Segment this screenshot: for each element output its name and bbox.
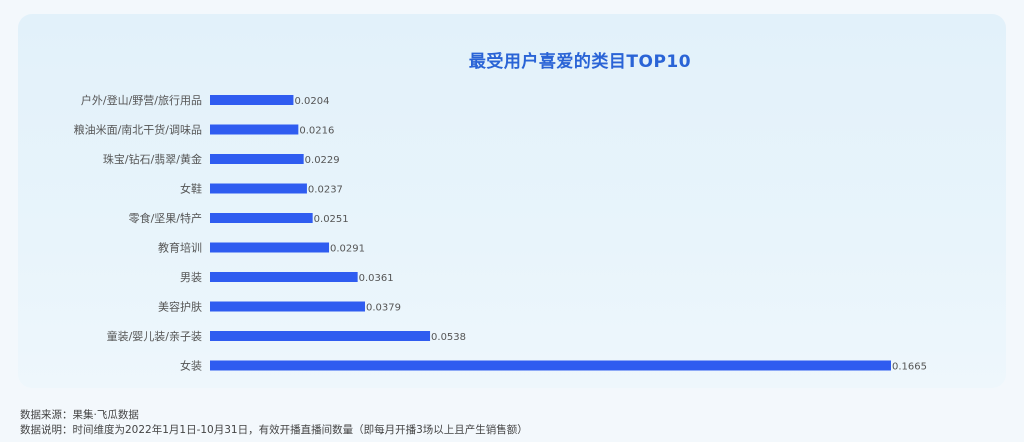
bar — [210, 183, 307, 194]
bar — [210, 272, 358, 282]
value-label: 0.0237 — [308, 185, 343, 196]
bar — [210, 242, 330, 253]
value-label: 0.1665 — [892, 362, 927, 373]
bar — [210, 331, 431, 341]
chart-title: 最受用户喜爱的类目TOP10 — [468, 52, 692, 72]
bar — [210, 154, 304, 164]
value-label: 0.0229 — [305, 155, 340, 166]
value-label: 0.0361 — [359, 273, 394, 284]
value-label: 0.0291 — [330, 244, 365, 255]
data-note: 数据说明：时间维度为2022年1月1日-10月31日，有效开播直播间数量（即每月… — [20, 424, 528, 436]
value-label: 0.0216 — [299, 126, 334, 137]
category-label: 男装 — [180, 271, 202, 284]
category-label: 美容护肤 — [158, 300, 202, 314]
category-label: 粮油米面/南北干货/调味品 — [74, 123, 202, 137]
category-label: 童装/婴儿装/亲子装 — [107, 329, 202, 343]
bar — [210, 95, 294, 105]
chart-card — [18, 14, 1006, 388]
value-label: 0.0204 — [294, 96, 329, 107]
data-source: 数据来源：果集·飞瓜数据 — [20, 409, 139, 421]
category-label: 教育培训 — [158, 241, 202, 255]
category-label: 珠宝/钻石/翡翠/黄金 — [103, 152, 202, 166]
bar — [210, 301, 366, 312]
bar — [210, 124, 299, 135]
value-label: 0.0251 — [314, 214, 349, 225]
bar — [210, 360, 891, 371]
category-label: 零食/坚果/特产 — [129, 211, 202, 225]
category-label: 女鞋 — [180, 182, 202, 196]
value-label: 0.0538 — [431, 332, 466, 343]
category-label: 女装 — [180, 359, 202, 373]
value-label: 0.0379 — [366, 303, 401, 314]
bar — [210, 213, 313, 223]
category-label: 户外/登山/野营/旅行用品 — [81, 93, 202, 107]
